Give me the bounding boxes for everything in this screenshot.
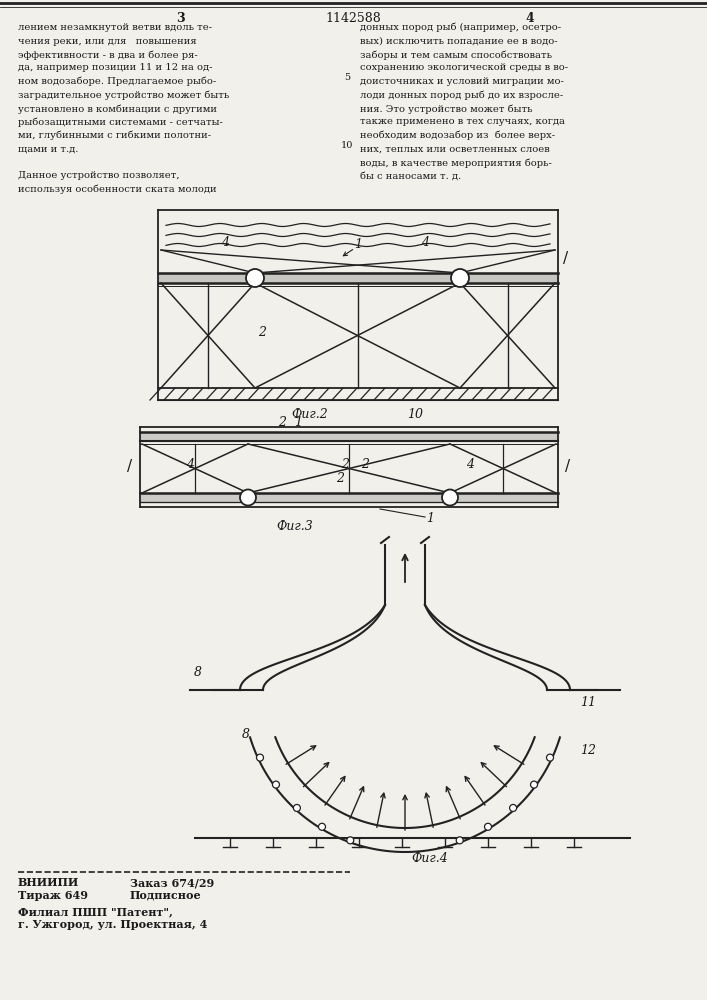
Text: 4: 4 <box>466 458 474 472</box>
Text: необходим водозабор из  более верх-: необходим водозабор из более верх- <box>360 131 555 140</box>
Text: 11: 11 <box>580 696 596 708</box>
Text: лоди донных пород рыб до их взросле-: лоди донных пород рыб до их взросле- <box>360 91 563 100</box>
Circle shape <box>246 269 264 287</box>
Text: г. Ужгород, ул. Проектная, 4: г. Ужгород, ул. Проектная, 4 <box>18 919 207 930</box>
Text: 12: 12 <box>580 744 596 756</box>
Text: заборы и тем самым способствовать: заборы и тем самым способствовать <box>360 50 552 60</box>
Text: них, теплых или осветленных слоев: них, теплых или осветленных слоев <box>360 144 550 153</box>
Circle shape <box>451 269 469 287</box>
Circle shape <box>293 804 300 811</box>
Circle shape <box>257 754 264 761</box>
Text: установлено в комбинации с другими: установлено в комбинации с другими <box>18 104 217 113</box>
Text: также применено в тех случаях, когда: также применено в тех случаях, когда <box>360 117 565 126</box>
Text: рыбозащитными системами - сетчаты-: рыбозащитными системами - сетчаты- <box>18 117 223 127</box>
Text: Заказ 674/29: Заказ 674/29 <box>130 877 214 888</box>
Text: заградительное устройство может быть: заградительное устройство может быть <box>18 91 229 100</box>
Text: бы с наносами т. д.: бы с наносами т. д. <box>360 172 461 180</box>
Text: Филиал ПШП "Патент",: Филиал ПШП "Патент", <box>18 906 173 917</box>
Text: 1: 1 <box>354 238 362 251</box>
Text: донных пород рыб (например, осетро-: донных пород рыб (например, осетро- <box>360 23 561 32</box>
Text: используя особенности ската молоди: используя особенности ската молоди <box>18 185 216 194</box>
Text: 4: 4 <box>421 235 429 248</box>
Text: 2: 2 <box>278 416 286 428</box>
Circle shape <box>510 804 517 811</box>
Text: 1: 1 <box>426 512 434 524</box>
Text: 4: 4 <box>525 12 534 25</box>
Text: 2: 2 <box>361 458 369 472</box>
Text: 8: 8 <box>194 666 202 678</box>
Text: эффективности - в два и более ря-: эффективности - в два и более ря- <box>18 50 198 60</box>
Text: 10: 10 <box>407 408 423 421</box>
Text: Фиг.2: Фиг.2 <box>291 408 328 421</box>
Circle shape <box>272 781 279 788</box>
Text: /: / <box>127 460 133 475</box>
Text: ВНИИПИ: ВНИИПИ <box>18 877 79 888</box>
Text: 5: 5 <box>344 73 350 82</box>
Text: 2: 2 <box>336 472 344 485</box>
Text: 4: 4 <box>221 235 229 248</box>
Text: Тираж 649: Тираж 649 <box>18 890 88 901</box>
Text: вых) исключить попадание ее в водо-: вых) исключить попадание ее в водо- <box>360 36 558 45</box>
Text: ном водозаборе. Предлагаемое рыбо-: ном водозаборе. Предлагаемое рыбо- <box>18 77 216 87</box>
Text: 1142588: 1142588 <box>326 12 381 25</box>
Text: /: / <box>563 250 568 265</box>
Text: чения реки, или для   повышения: чения реки, или для повышения <box>18 36 197 45</box>
Text: 2: 2 <box>341 458 349 472</box>
Text: да, например позиции 11 и 12 на од-: да, например позиции 11 и 12 на од- <box>18 64 213 73</box>
Circle shape <box>530 781 537 788</box>
Circle shape <box>240 489 256 506</box>
Text: Подписное: Подписное <box>130 890 201 901</box>
Circle shape <box>456 837 463 844</box>
Text: 4: 4 <box>186 458 194 472</box>
Text: 8: 8 <box>242 728 250 742</box>
Text: сохранению экологической среды в во-: сохранению экологической среды в во- <box>360 64 568 73</box>
Text: 3: 3 <box>175 12 185 25</box>
Circle shape <box>484 823 491 830</box>
Text: щами и т.д.: щами и т.д. <box>18 144 78 153</box>
Text: ми, глубинными с гибкими полотни-: ми, глубинными с гибкими полотни- <box>18 131 211 140</box>
Circle shape <box>346 837 354 844</box>
Text: лением незамкнутой ветви вдоль те-: лением незамкнутой ветви вдоль те- <box>18 23 212 32</box>
Text: 1: 1 <box>294 416 302 428</box>
Text: Фиг.3: Фиг.3 <box>276 520 313 533</box>
Circle shape <box>547 754 554 761</box>
Text: /: / <box>566 460 571 475</box>
Text: Данное устройство позволяет,: Данное устройство позволяет, <box>18 172 180 180</box>
Text: воды, в качестве мероприятия борь-: воды, в качестве мероприятия борь- <box>360 158 552 167</box>
Text: 2: 2 <box>258 326 266 338</box>
Text: 10: 10 <box>341 140 354 149</box>
Text: Фиг.4: Фиг.4 <box>411 852 448 865</box>
Circle shape <box>442 489 458 506</box>
Text: доисточниках и условий миграции мо-: доисточниках и условий миграции мо- <box>360 77 564 86</box>
Circle shape <box>318 823 325 830</box>
Text: ния. Это устройство может быть: ния. Это устройство может быть <box>360 104 532 113</box>
